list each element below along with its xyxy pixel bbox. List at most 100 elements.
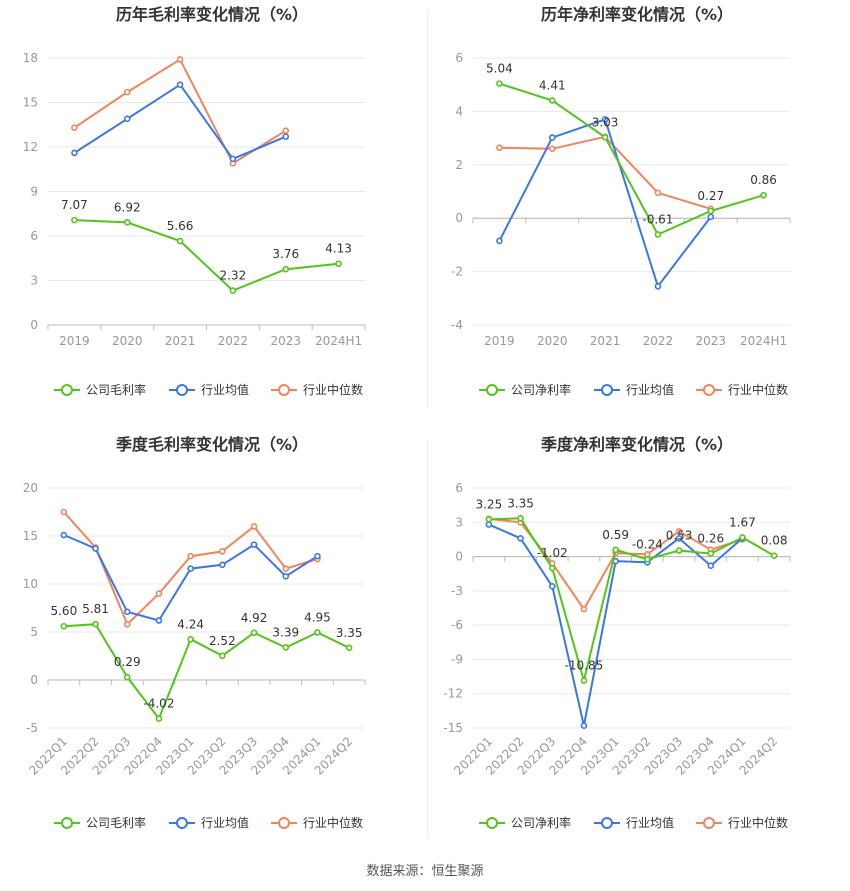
- chart-annual-gross-margin: 历年毛利率变化情况（%） 0 3 6 9 12 15 18 2019 2020 2021 2022 20…: [0, 0, 425, 430]
- data-label: 4.41: [539, 78, 566, 92]
- data-label: 4.95: [304, 610, 331, 624]
- data-point-company: [250, 629, 258, 637]
- data-point-avg: [707, 562, 715, 570]
- data-point-avg: [485, 521, 493, 528]
- data-point-median: [123, 621, 131, 628]
- y-tick-label: 20: [23, 481, 38, 495]
- data-label: -4.02: [143, 697, 174, 711]
- data-point-avg: [176, 81, 184, 88]
- data-point-avg: [219, 561, 226, 569]
- legend-marker: [176, 384, 188, 396]
- data-point-avg: [548, 582, 556, 590]
- series-line-median: [499, 135, 712, 210]
- data-point-avg: [548, 134, 556, 141]
- y-tick-label: 0: [30, 673, 38, 687]
- data-point-avg: [580, 722, 588, 730]
- series-line-median: [73, 58, 287, 165]
- data-point-company: [155, 715, 163, 722]
- y-tick-label: 6: [30, 229, 38, 243]
- chart-svg: 历年毛利率变化情况（%） 0 3 6 9 12 15 18 2019 2020 2021 2022 20…: [23, 5, 366, 397]
- x-tick-label: 2021: [590, 334, 621, 348]
- data-point-company: [123, 673, 131, 681]
- legend-marker: [486, 384, 498, 396]
- legend-marker: [61, 817, 73, 829]
- legend-marker: [703, 384, 715, 396]
- data-point-company: [60, 622, 68, 630]
- x-tick-label: 2021: [165, 334, 196, 348]
- data-point-company: [644, 556, 651, 563]
- y-tick-label: -15: [443, 721, 463, 735]
- legend-marker: [61, 384, 73, 396]
- data-point-company: [485, 516, 493, 523]
- data-label: -0.24: [632, 537, 663, 551]
- y-tick-label: 0: [30, 318, 38, 332]
- data-point-company: [548, 564, 556, 572]
- data-point-company: [282, 265, 290, 273]
- data-point-median: [155, 590, 163, 597]
- y-tick-label: 6: [455, 51, 463, 65]
- y-tick-label: 9: [30, 185, 38, 199]
- data-label: 0.86: [750, 173, 777, 187]
- data-label: 4.13: [325, 242, 352, 256]
- data-label: -1.02: [537, 546, 568, 560]
- data-point-company: [675, 547, 683, 554]
- data-point-avg: [517, 534, 524, 542]
- data-point-avg: [601, 116, 609, 123]
- data-point-company: [496, 80, 503, 87]
- legend-marker: [601, 817, 613, 829]
- panel-divider: [427, 10, 428, 408]
- data-point-median: [176, 56, 184, 63]
- legend-label: 行业均值: [626, 382, 674, 397]
- data-label: 1.67: [729, 515, 756, 529]
- chart-quarterly-gross-margin: 季度毛利率变化情况（%） -5 0 5 10 15 20 2022Q1 2022Q2 2022Q3…: [0, 430, 425, 860]
- x-tick-label: 2022: [218, 334, 249, 348]
- data-point-company: [707, 207, 715, 215]
- x-tick-label: 2019: [59, 334, 90, 348]
- legend-label: 行业中位数: [728, 382, 788, 397]
- data-point-company: [760, 191, 767, 199]
- y-tick-label: -3: [451, 584, 463, 598]
- data-point-median: [496, 144, 503, 152]
- data-label: 0.53: [666, 529, 693, 543]
- legend-item: 行业均值: [169, 382, 249, 397]
- data-point-median: [548, 145, 556, 153]
- data-point-avg: [155, 617, 163, 624]
- y-tick-label: 5: [30, 625, 38, 639]
- panel-divider: [427, 440, 428, 838]
- data-point-avg: [229, 155, 237, 163]
- y-tick-label: 3: [455, 515, 463, 529]
- legend-item: 行业中位数: [696, 815, 788, 830]
- data-point-avg: [250, 541, 258, 548]
- x-tick-label: 2023: [695, 334, 726, 348]
- data-point-avg: [187, 565, 194, 572]
- legend-marker: [703, 817, 715, 829]
- x-tick-label: 2024H1: [315, 334, 362, 348]
- x-tick-label: 2023: [270, 334, 301, 348]
- data-point-avg: [60, 531, 68, 539]
- data-point-company: [71, 216, 78, 224]
- y-tick-label: -5: [26, 721, 38, 735]
- data-point-company: [580, 677, 588, 684]
- legend-label: 行业均值: [201, 815, 249, 830]
- y-tick-label: 0: [455, 211, 463, 225]
- legend-item: 行业中位数: [271, 815, 363, 830]
- data-label: -0.61: [642, 212, 673, 226]
- series-line-company: [499, 82, 764, 236]
- data-point-company: [707, 550, 715, 557]
- data-label: 2.52: [209, 634, 236, 648]
- series-line-company: [488, 517, 775, 685]
- series-line-company: [63, 623, 350, 721]
- x-tick-label: 2024H1: [740, 334, 787, 348]
- data-point-company: [176, 237, 184, 245]
- legend-label: 行业均值: [626, 815, 674, 830]
- data-label: 0.29: [114, 655, 141, 669]
- legend-marker: [176, 817, 188, 829]
- legend-label: 公司毛利率: [86, 382, 146, 397]
- data-point-company: [219, 652, 226, 660]
- legend-item: 行业中位数: [271, 382, 363, 397]
- y-tick-label: 3: [30, 274, 38, 288]
- legend-label: 公司净利率: [511, 815, 571, 830]
- x-tick-label: 2019: [484, 334, 515, 348]
- data-point-median: [675, 528, 683, 535]
- legend-marker: [486, 817, 498, 829]
